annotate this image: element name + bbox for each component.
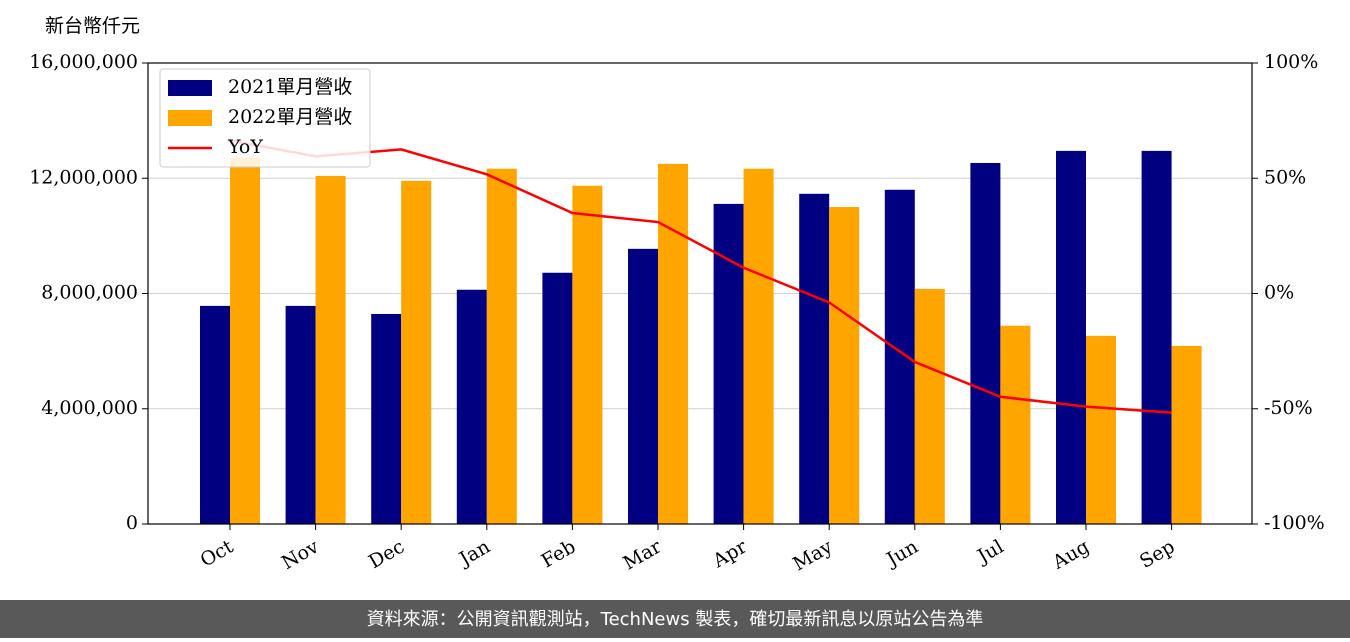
bar xyxy=(970,162,1001,524)
footer: 資料來源：公開資訊觀測站，TechNews 製表，確切最新訊息以原站公告為準 xyxy=(367,609,984,630)
y-axis-label: 新台幣仟元 xyxy=(45,15,140,37)
x-tick-label: Jun xyxy=(881,536,922,572)
bar xyxy=(829,207,860,524)
legend-swatch xyxy=(168,110,212,126)
y-tick-label: 16,000,000 xyxy=(29,51,138,73)
bar xyxy=(799,193,830,524)
x-tick-label: Oct xyxy=(197,535,238,571)
y-tick-label: 0 xyxy=(126,512,138,534)
bar xyxy=(1086,335,1116,524)
plot-frame xyxy=(147,62,1253,525)
x-tick-label: Jul xyxy=(972,536,1007,569)
bar xyxy=(456,289,487,524)
legend-swatch xyxy=(168,80,212,96)
bar xyxy=(628,248,658,524)
y2-tick-label: -50% xyxy=(1264,397,1313,419)
x-tick-label: Jan xyxy=(454,536,494,572)
legend-label: 2022單月營收 xyxy=(228,106,352,128)
bar xyxy=(658,163,688,524)
x-tick-label: Aug xyxy=(1048,536,1093,575)
y2-tick-label: -100% xyxy=(1264,512,1325,534)
bar xyxy=(743,168,774,524)
y2-tick-label: 100% xyxy=(1264,51,1318,73)
x-tick-label: Apr xyxy=(708,535,751,572)
legend-label: 2021單月營收 xyxy=(228,76,352,98)
y-tick-label: 4,000,000 xyxy=(41,397,138,419)
bar xyxy=(884,189,915,524)
bar xyxy=(285,305,316,524)
bar xyxy=(542,272,573,524)
footer-band xyxy=(0,600,1350,638)
bar xyxy=(230,157,260,524)
x-tick-label: Sep xyxy=(1136,536,1179,573)
y-tick-label: 12,000,000 xyxy=(29,166,138,188)
legend-box xyxy=(159,68,371,168)
bar xyxy=(914,288,945,524)
y2-tick-label: 50% xyxy=(1264,166,1306,188)
bar xyxy=(572,185,603,524)
y2-tick-label: 0% xyxy=(1264,282,1294,304)
bar xyxy=(401,180,432,524)
bar xyxy=(1141,150,1172,525)
bar xyxy=(1000,325,1031,524)
x-tick-label: Feb xyxy=(538,536,580,573)
x-tick-label: May xyxy=(789,535,836,575)
legend-label: YoY xyxy=(227,136,263,158)
bar xyxy=(486,168,517,524)
x-tick-label: Dec xyxy=(365,536,408,574)
bar xyxy=(200,305,230,524)
bar xyxy=(1056,150,1086,525)
bar xyxy=(371,313,402,524)
line xyxy=(229,139,1172,414)
bar xyxy=(1171,345,1202,524)
y-tick-label: 8,000,000 xyxy=(41,282,138,304)
x-tick-label: Mar xyxy=(619,535,665,574)
x-tick-label: Nov xyxy=(278,535,323,574)
bar xyxy=(315,175,346,524)
bar xyxy=(713,203,744,524)
